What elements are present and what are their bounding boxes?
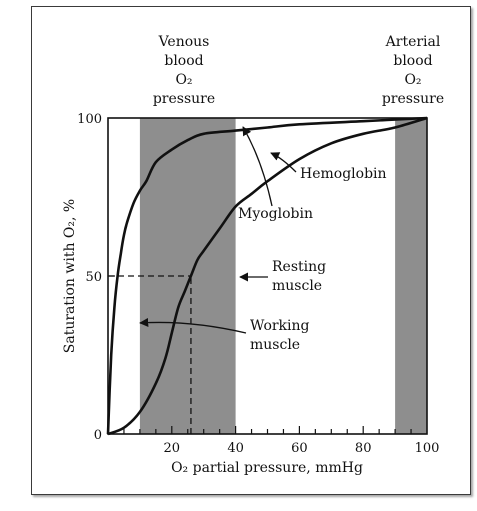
venous-label-line2: blood [164,53,203,69]
y-tick-label: 50 [85,270,102,285]
working-muscle-label-line2: muscle [250,337,300,353]
working-muscle-arrow [139,317,247,334]
x-tick-label: 20 [164,441,181,456]
resting-muscle-label-line1: Resting [272,259,326,275]
hemoglobin-label: Hemoglobin [300,166,387,182]
myoglobin-label: Myoglobin [238,206,313,222]
x-tick-label: 80 [355,441,372,456]
x-tick-label: 60 [291,441,308,456]
y-axis-label: Saturation with O₂, % [62,199,78,353]
arterial-label-line1: Arterial [385,34,441,50]
venous-label-line3: O₂ [175,72,192,88]
y-tick-label: 100 [77,112,102,127]
venous-label-line4: pressure [153,91,215,107]
y-tick-label: 0 [94,428,102,443]
working-muscle-label-line1: Working [250,318,310,334]
hemoglobin-curve [107,116,428,436]
arterial-label-line3: O₂ [404,72,421,88]
x-axis-label: O₂ partial pressure, mmHg [171,460,363,476]
x-tick-label: 40 [227,441,244,456]
x-tick-label: 100 [415,441,440,456]
resting-muscle-label-line2: muscle [272,278,322,294]
myoglobin-curve [106,116,428,435]
arterial-label-line4: pressure [382,91,444,107]
hemoglobin-arrow [270,152,297,173]
myoglobin-arrow [242,126,273,207]
arterial-pressure-band [395,118,427,434]
arterial-label-line2: blood [393,53,432,69]
venous-label-line1: Venous [158,34,210,50]
